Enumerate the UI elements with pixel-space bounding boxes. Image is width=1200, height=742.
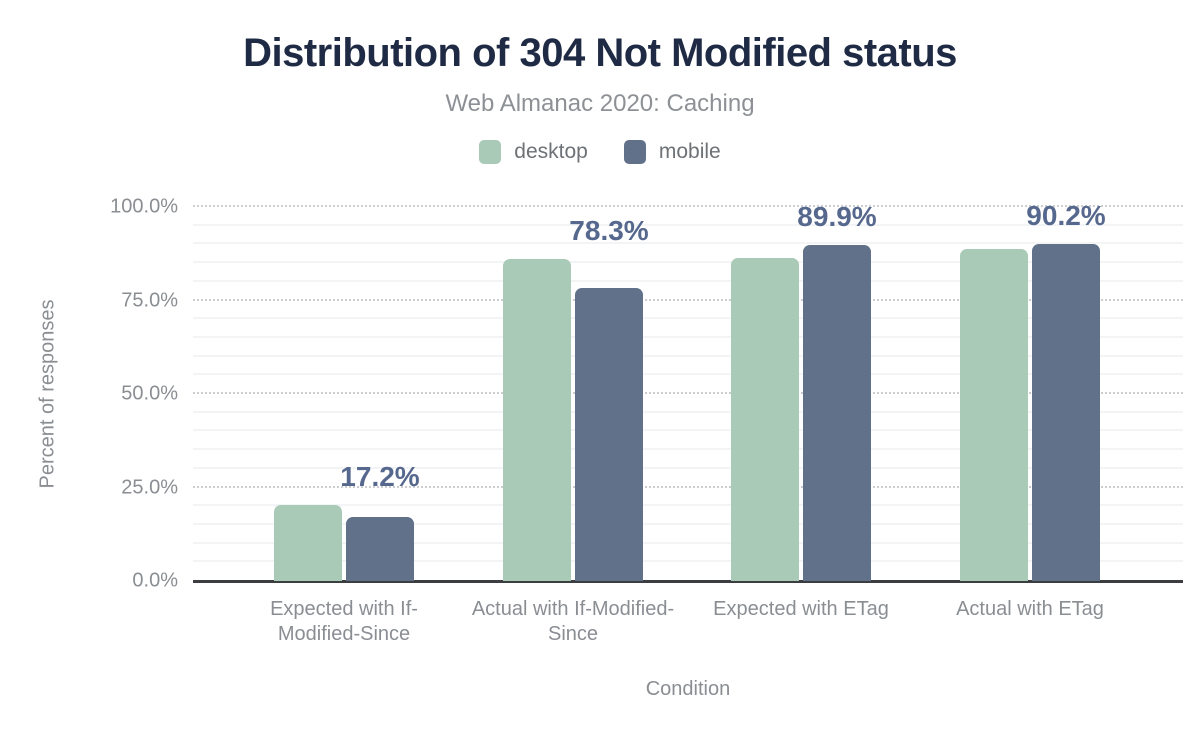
bar-desktop — [503, 259, 571, 581]
minor-gridline — [193, 223, 1183, 226]
x-tick-label: Actual with If-Modified-Since — [471, 598, 675, 645]
bar-mobile — [803, 244, 871, 581]
minor-gridline — [193, 541, 1183, 544]
mobile-swatch-icon — [623, 140, 646, 164]
y-tick-label: 50.0% — [121, 382, 178, 405]
x-axis-title: Condition — [645, 678, 731, 700]
chart-subtitle: Web Almanac 2020: Caching — [445, 90, 755, 117]
minor-gridline — [193, 279, 1183, 282]
x-tick-label: Expected with ETag — [713, 598, 889, 620]
bar-desktop — [960, 249, 1028, 581]
data-label: 90.2% — [1026, 199, 1106, 231]
minor-gridline — [193, 560, 1183, 563]
x-tick-label: Expected with If-Modified-Since — [270, 598, 418, 645]
legend-item-mobile: mobile — [623, 140, 721, 164]
y-tick-label: 0.0% — [132, 569, 178, 592]
legend-item-desktop: desktop — [479, 140, 588, 164]
minor-gridline — [193, 373, 1183, 376]
chart-title: Distribution of 304 Not Modified status — [243, 31, 957, 75]
bar-mobile — [575, 288, 643, 581]
major-gridline — [193, 485, 1183, 488]
data-label: 89.9% — [797, 200, 877, 232]
minor-gridline — [193, 317, 1183, 320]
major-gridline — [193, 298, 1183, 301]
minor-gridline — [193, 354, 1183, 357]
x-tick-label: Actual with ETag — [956, 598, 1104, 620]
bar-mobile — [1032, 243, 1100, 581]
legend-label-mobile: mobile — [658, 140, 721, 163]
desktop-swatch-icon — [479, 140, 502, 164]
data-label: 17.2% — [340, 461, 420, 493]
bar-mobile — [346, 516, 414, 581]
minor-gridline — [193, 261, 1183, 264]
minor-gridline — [193, 335, 1183, 338]
major-gridline — [193, 205, 1183, 207]
minor-gridline — [193, 448, 1183, 451]
minor-gridline — [193, 504, 1183, 507]
y-tick-label: 25.0% — [121, 476, 178, 498]
bar-desktop — [274, 505, 342, 581]
minor-gridline — [193, 242, 1183, 245]
plot-area: 0.0% 25.0% 50.0% 75.0% 100.0% 17.2% Expected w… — [110, 196, 1183, 645]
y-tick-label: 75.0% — [121, 289, 178, 311]
bar-desktop — [731, 258, 799, 581]
minor-gridline — [193, 522, 1183, 525]
minor-gridline — [193, 410, 1183, 413]
minor-gridline — [193, 429, 1183, 432]
y-tick-label: 100.0% — [110, 195, 178, 218]
legend: desktop mobile — [0, 140, 1200, 164]
x-axis-line — [193, 580, 1183, 583]
y-axis-title: Percent of responses — [36, 299, 59, 489]
data-label: 78.3% — [569, 215, 649, 247]
minor-gridline — [193, 466, 1183, 469]
major-gridline — [193, 392, 1183, 394]
legend-label-desktop: desktop — [514, 140, 588, 163]
